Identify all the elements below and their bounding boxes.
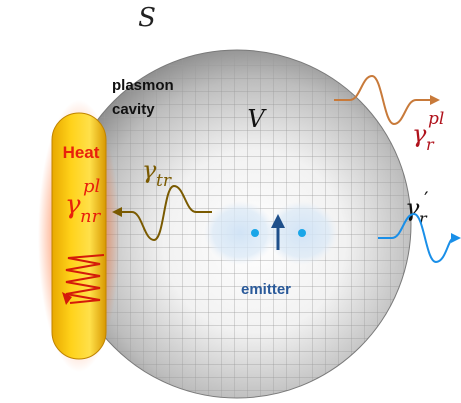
radiative-emitter-rate-label: γ r ′ [405,187,429,228]
emitter-label: emitter [241,281,291,298]
nonradiative-rate-label: γ nr pl [65,176,102,227]
gamma-r-pl-superscript: pl [428,109,444,129]
emitter-dipole [204,201,338,265]
volume-label: V [247,105,267,133]
dipole-arrow-head [271,214,285,228]
plasmon-radiative-wave [334,74,440,126]
radiative-plasmon-rate-label: γ r pl [412,109,444,154]
transfer-rate-label: γ tr [142,156,172,191]
gold-nanorod [38,100,120,372]
gamma-nr-symbol: γ [65,190,81,220]
gamma-r-prime-subscript: r [419,209,428,228]
gamma-nr-superscript: pl [83,176,101,197]
gamma-r-prime-mark: ′ [424,187,429,211]
surface-label: S [138,3,156,33]
transfer-wave [112,184,212,242]
emitter-radiative-wave [378,212,461,264]
gamma-nr-subscript: nr [80,206,102,227]
heat-wave [62,254,105,305]
gamma-tr-symbol: γ [142,156,157,184]
heat-label: Heat [63,143,100,162]
plasmon-label: plasmon [112,77,174,94]
gamma-r-pl-subscript: r [426,135,435,154]
emitter-dot-right [298,229,306,237]
gamma-r-pl-symbol: γ [412,120,427,148]
gamma-tr-subscript: tr [156,171,172,191]
emitter-dot-left [251,229,259,237]
cavity-label: cavity [112,101,155,118]
